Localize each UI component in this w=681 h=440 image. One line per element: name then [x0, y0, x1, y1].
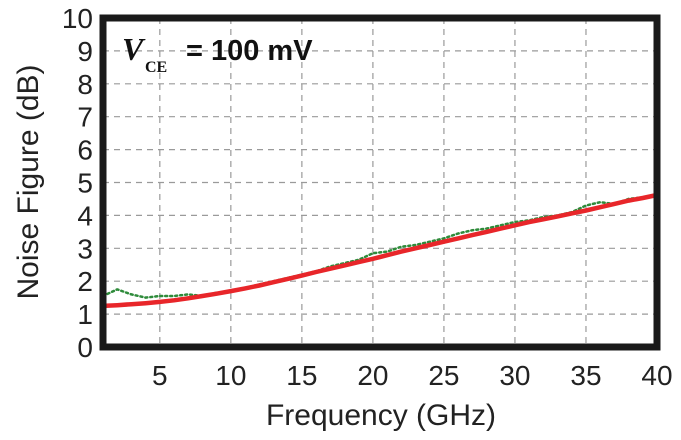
y-tick-label: 8 — [77, 69, 93, 100]
y-axis-title: Noise Figure (dB) — [12, 64, 45, 299]
y-tick-label: 2 — [77, 266, 93, 297]
grid — [103, 18, 657, 347]
series-layer — [100, 192, 660, 309]
x-tick-label: 5 — [152, 360, 168, 391]
y-tick-label: 4 — [77, 200, 93, 231]
y-tick-label: 3 — [77, 233, 93, 264]
annotation-subscript: CE — [145, 59, 167, 76]
x-tick-label: 35 — [570, 360, 601, 391]
plot-frame — [99, 14, 661, 351]
x-tick-label: 10 — [215, 360, 246, 391]
x-axis-title: Frequency (GHz) — [266, 399, 496, 432]
x-tick-labels: 5 10 15 20 25 30 35 40 — [152, 360, 673, 391]
x-tick-label: 40 — [641, 360, 672, 391]
x-tick-label: 15 — [286, 360, 317, 391]
y-tick-label: 1 — [77, 299, 93, 330]
x-tick-label: 30 — [499, 360, 530, 391]
annotation-value: = 100 mV — [186, 35, 313, 67]
x-tick-label: 20 — [357, 360, 388, 391]
x-tick-label: 25 — [428, 360, 459, 391]
model-series-line — [100, 192, 660, 309]
y-tick-label: 6 — [77, 135, 93, 166]
y-tick-label: 5 — [77, 168, 93, 199]
annotation-symbol: V — [122, 31, 146, 67]
y-tick-label: 10 — [62, 3, 93, 34]
vce-annotation: V CE = 100 mV — [122, 31, 313, 76]
y-tick-label: 7 — [77, 102, 93, 133]
y-tick-label: 9 — [77, 36, 93, 67]
y-tick-label: 0 — [77, 332, 93, 363]
